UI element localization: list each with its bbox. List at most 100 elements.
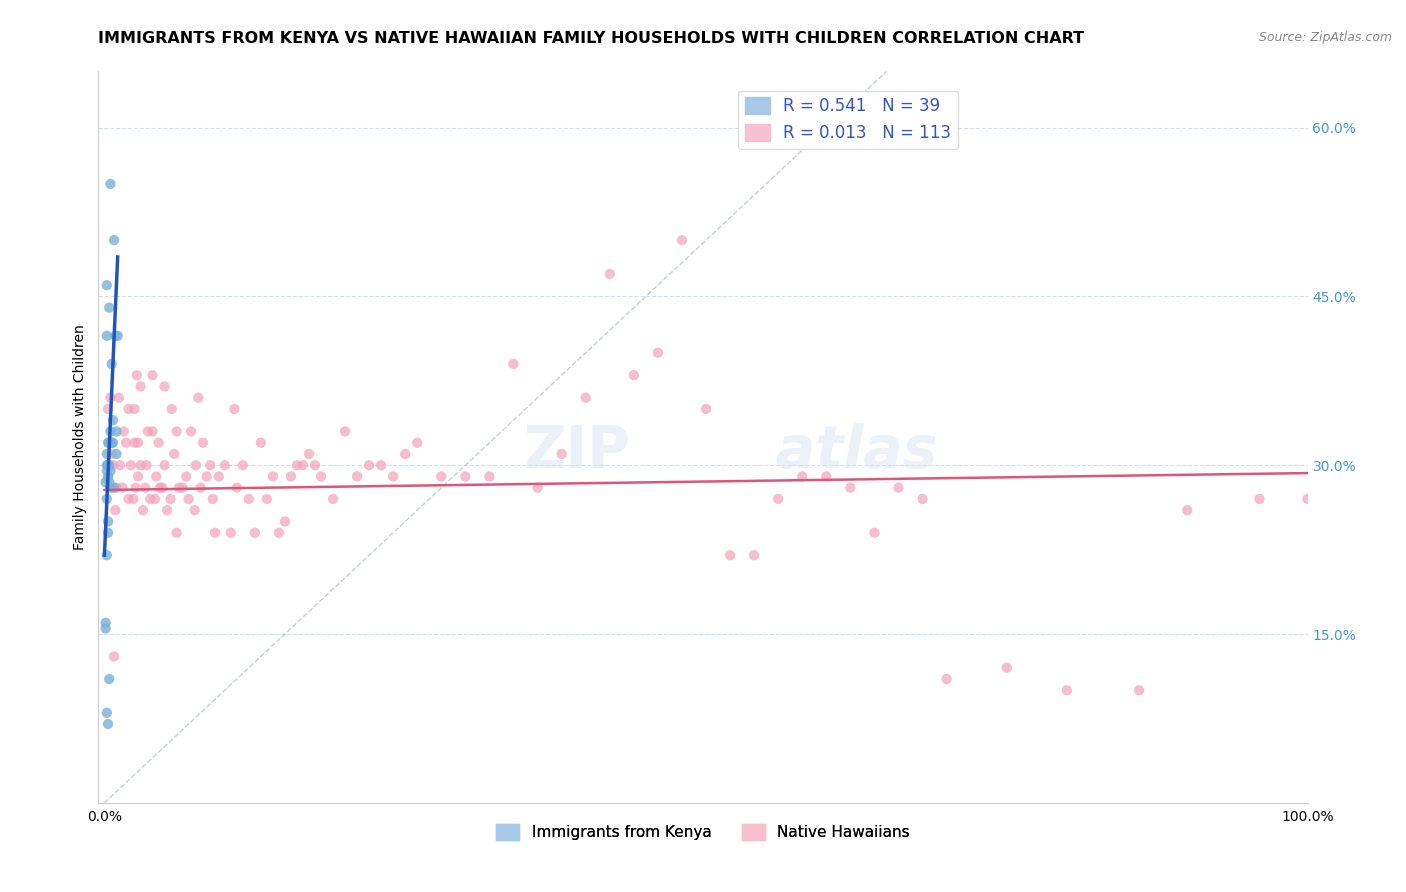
Point [309,469,332,483]
Point [96,278,118,293]
Point [911,491,934,506]
Point [142,425,165,439]
Point [359,458,381,473]
Text: atlas: atlas [776,423,936,480]
Point [111,481,134,495]
Point [195,469,218,483]
Point [219,525,242,540]
Point [145,469,167,483]
Point [96,464,118,478]
Point [863,525,886,540]
Point [671,233,693,247]
Point [125,368,148,383]
Point [177,491,200,506]
Point [143,491,166,506]
Point [108,391,131,405]
Point [370,458,392,473]
Point [839,481,862,495]
Point [285,458,308,473]
Point [156,503,179,517]
Point [550,447,572,461]
Point [97,717,120,731]
Point [117,491,139,506]
Point [97,458,120,473]
Point [304,458,326,473]
Point [96,548,118,562]
Point [382,469,405,483]
Point [163,447,186,461]
Point [187,391,209,405]
Point [394,447,416,461]
Point [454,469,477,483]
Point [124,401,146,416]
Point [127,435,149,450]
Point [478,469,501,483]
Point [100,435,122,450]
Point [149,481,172,495]
Point [104,328,127,343]
Text: IMMIGRANTS FROM KENYA VS NATIVE HAWAIIAN FAMILY HOUSEHOLDS WITH CHILDREN CORRELA: IMMIGRANTS FROM KENYA VS NATIVE HAWAIIAN… [98,31,1084,46]
Point [129,379,152,393]
Point [96,458,118,473]
Text: ZIP: ZIP [523,423,630,480]
Point [100,177,122,191]
Point [430,469,453,483]
Point [742,548,765,562]
Point [406,435,429,450]
Point [333,425,356,439]
Point [96,328,118,343]
Point [225,481,247,495]
Point [1249,491,1271,506]
Point [159,491,181,506]
Point [108,458,131,473]
Point [243,525,266,540]
Point [96,447,118,461]
Point [124,435,146,450]
Point [623,368,645,383]
Point [148,435,170,450]
Point [97,525,120,540]
Point [766,491,789,506]
Point [174,469,197,483]
Point [1175,503,1198,517]
Point [502,357,524,371]
Point [100,447,122,461]
Point [184,458,207,473]
Point [322,491,344,506]
Point [134,481,156,495]
Point [100,464,122,478]
Legend: Immigrants from Kenya, Native Hawaiians: Immigrants from Kenya, Native Hawaiians [491,818,915,847]
Point [180,425,202,439]
Point [127,469,149,483]
Point [97,401,120,416]
Point [103,649,125,664]
Point [153,458,176,473]
Point [153,379,176,393]
Point [224,401,246,416]
Point [280,469,302,483]
Point [792,469,814,483]
Point [298,447,321,461]
Point [105,425,128,439]
Point [575,391,598,405]
Point [101,458,124,473]
Point [136,425,159,439]
Point [250,435,273,450]
Point [267,525,290,540]
Point [139,491,162,506]
Point [96,706,118,720]
Point [167,481,190,495]
Point [101,413,124,427]
Point [96,491,118,506]
Point [132,503,155,517]
Point [142,368,165,383]
Point [105,447,128,461]
Point [201,491,224,506]
Point [935,672,957,686]
Point [526,481,548,495]
Point [346,469,368,483]
Point [238,491,260,506]
Point [214,458,236,473]
Point [97,515,120,529]
Point [104,503,127,517]
